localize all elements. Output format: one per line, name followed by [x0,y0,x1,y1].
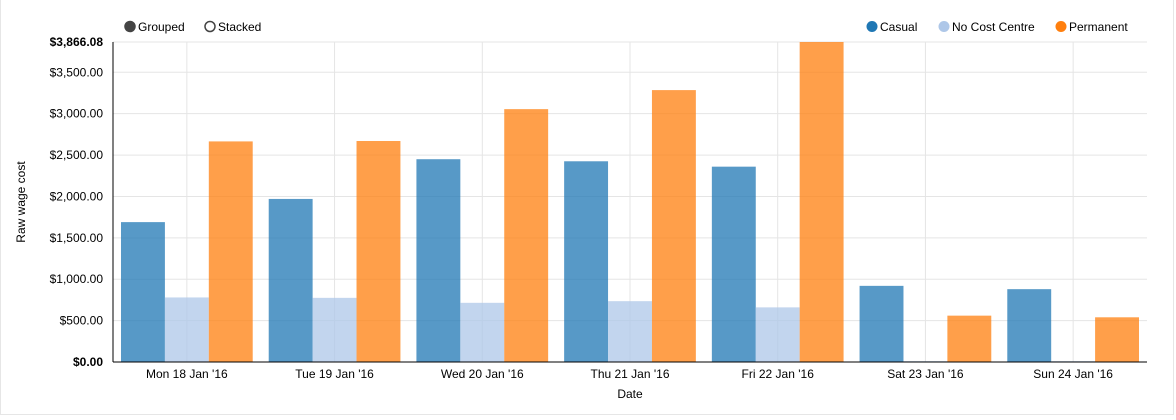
bar-casual-6[interactable] [1007,289,1052,362]
bar-casual-0[interactable] [121,222,165,362]
bar-no-cost-centre-2[interactable] [460,302,505,362]
stacked-label[interactable]: Stacked [218,20,261,34]
x-tick-label: Wed 20 Jan '16 [441,367,524,381]
bar-no-cost-centre-3[interactable] [608,301,652,362]
bar-permanent-4[interactable] [799,42,844,362]
y-tick-label: $3,500.00 [50,65,104,79]
bar-no-cost-centre-4[interactable] [755,307,800,362]
x-axis-label: Date [617,387,643,401]
bar-permanent-2[interactable] [504,109,549,362]
legend-item-permanent[interactable]: Permanent [1055,20,1129,34]
legend-label[interactable]: No Cost Centre [952,20,1035,34]
grouped-radio-icon[interactable] [124,20,136,33]
y-tick-label: $2,000.00 [50,189,104,203]
grouped-label[interactable]: Grouped [138,20,185,34]
x-tick-label: Tue 19 Jan '16 [295,367,374,381]
control-grouped[interactable]: Grouped [124,20,185,34]
bar-no-cost-centre-0[interactable] [164,297,209,362]
control-stacked[interactable]: Stacked [204,20,261,34]
bar-casual-4[interactable] [711,166,756,362]
bar-permanent-6[interactable] [1095,317,1139,362]
bar-permanent-3[interactable] [651,90,696,362]
y-tick-label: $1,000.00 [50,272,104,286]
bar-casual-2[interactable] [416,159,461,362]
y-tick-label: $3,866.08 [50,35,104,49]
stacked-radio-icon[interactable] [204,20,216,33]
x-tick-label: Fri 22 Jan '16 [742,367,815,381]
y-tick-label: $3,000.00 [50,107,104,121]
x-tick-label: Sat 23 Jan '16 [887,367,964,381]
legend-item-no-cost-centre[interactable]: No Cost Centre [938,20,1036,34]
y-axis-label: Raw wage cost [14,161,28,243]
x-tick-label: Thu 21 Jan '16 [590,367,669,381]
legend-swatch-icon[interactable] [1055,21,1067,32]
x-tick-label: Mon 18 Jan '16 [146,367,228,381]
y-tick-label: $1,500.00 [50,231,104,245]
bar-permanent-5[interactable] [947,315,992,362]
y-tick-label: $2,500.00 [50,148,104,162]
legend-swatch-icon[interactable] [866,21,878,32]
legend-label[interactable]: Permanent [1069,20,1128,34]
bar-permanent-0[interactable] [208,141,253,362]
bars [121,42,1139,362]
legend: Casual No Cost Centre Permanent [866,20,1129,34]
bar-casual-3[interactable] [564,161,609,362]
bar-casual-1[interactable] [268,198,313,362]
bar-casual-5[interactable] [859,285,904,362]
bar-no-cost-centre-1[interactable] [312,297,357,362]
bar-permanent-1[interactable] [356,141,401,362]
legend-label[interactable]: Casual [880,20,917,34]
y-tick-label: $500.00 [60,314,104,328]
y-tick-label: $0.00 [73,355,103,369]
axes: $0.00 $500.00 $1,000.00 $1,500.00 $2,000.00 $… [50,35,1147,381]
x-tick-label: Sun 24 Jan '16 [1033,367,1113,381]
legend-item-casual[interactable]: Casual [866,20,918,34]
legend-swatch-icon[interactable] [938,21,950,32]
